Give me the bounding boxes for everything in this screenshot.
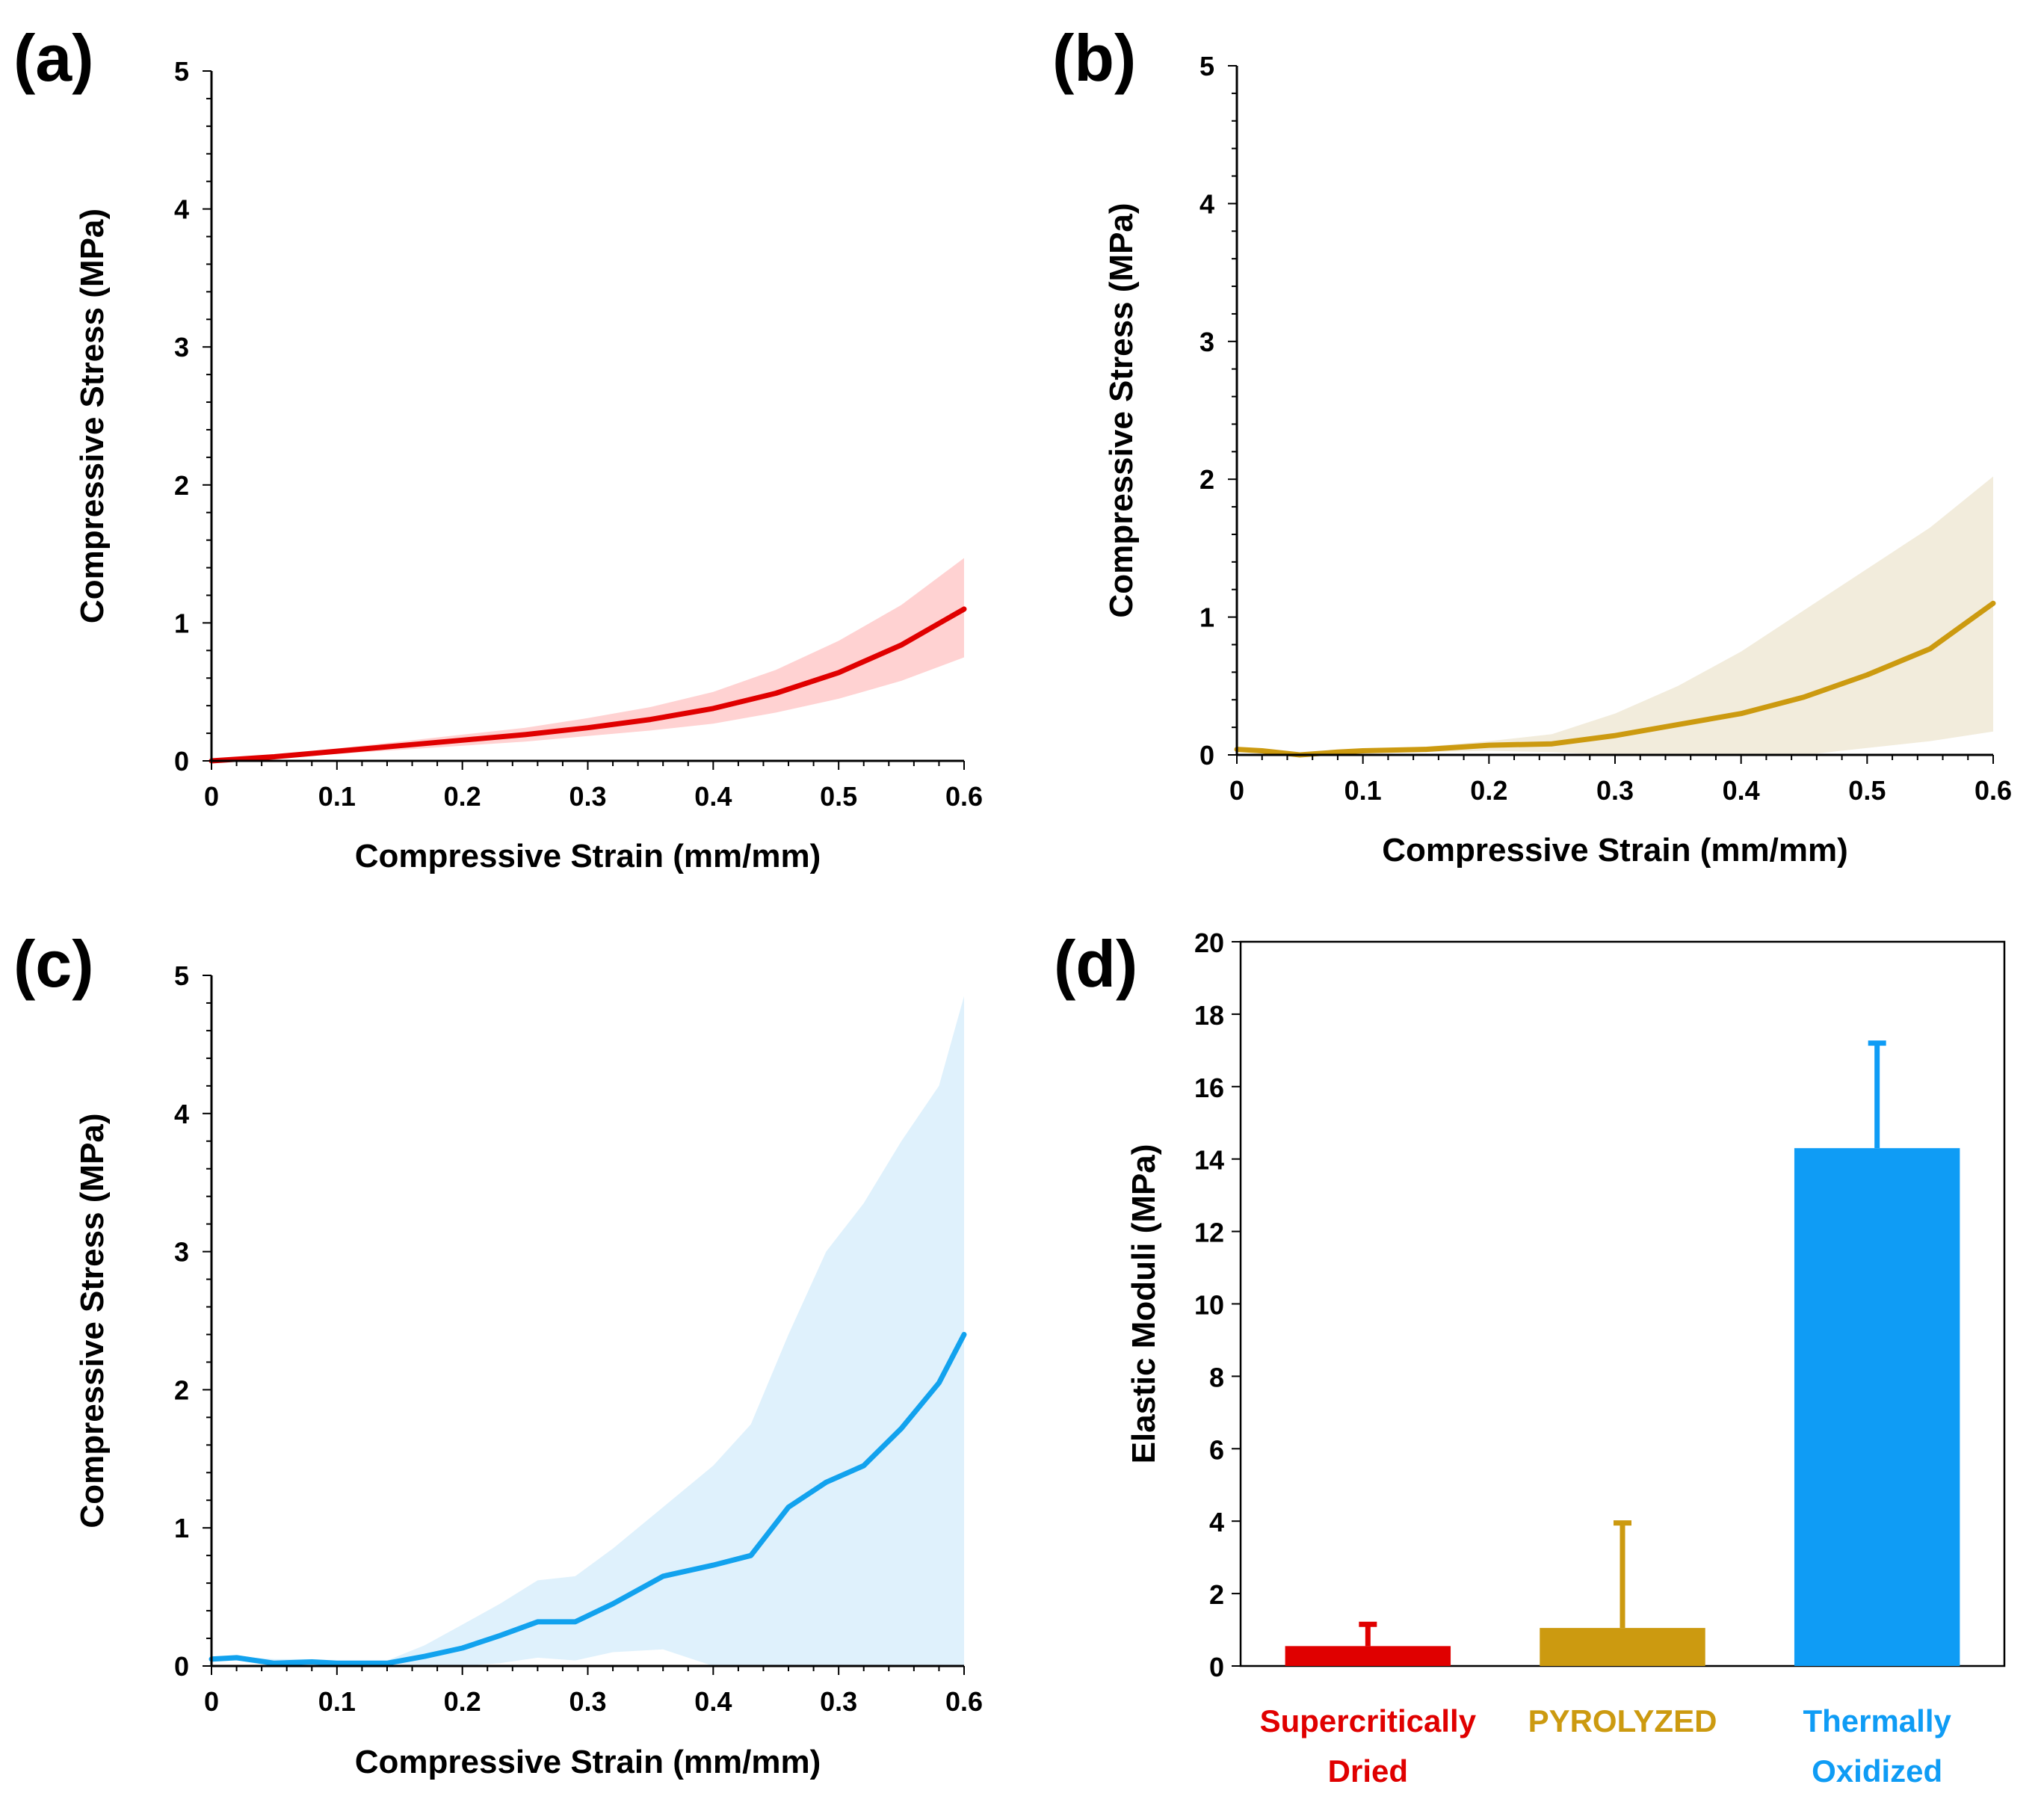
x-tick-label: 0.3: [820, 1686, 857, 1717]
y-tick-label: 3: [174, 1237, 189, 1268]
category-label: Dried: [1328, 1753, 1408, 1789]
x-tick-label: 0.2: [444, 1686, 481, 1717]
y-tick-label: 1: [174, 608, 189, 638]
y-tick-label: 2: [174, 470, 189, 501]
panel-letter: (d): [1054, 927, 1137, 1001]
y-tick-label: 16: [1194, 1073, 1224, 1103]
y-tick-label: 2: [174, 1374, 189, 1405]
y-axis-title: Compressive Stress (MPa): [1103, 203, 1140, 617]
y-axis-title: Compressive Stress (MPa): [74, 1113, 111, 1528]
x-tick-label: 0: [1229, 775, 1244, 806]
bar: [1540, 1628, 1705, 1666]
category-label: Thermally: [1803, 1703, 1951, 1738]
x-axis-title: Compressive Strain (mm/mm): [1382, 832, 1848, 868]
y-tick-label: 18: [1194, 1000, 1224, 1031]
std-band: [211, 558, 964, 761]
y-tick-label: 5: [174, 56, 189, 87]
y-tick-label: 3: [174, 332, 189, 362]
y-tick-label: 5: [174, 960, 189, 991]
y-tick-label: 1: [174, 1513, 189, 1543]
y-tick-label: 2: [1199, 464, 1214, 495]
x-tick-label: 0.3: [1596, 775, 1634, 806]
y-tick-label: 4: [174, 194, 189, 225]
y-axis-title: Elastic Moduli (MPa): [1126, 1144, 1162, 1464]
x-tick-label: 0.6: [1974, 775, 2012, 806]
chart-panel-2: (b) 0 1 2 3 4 5 0 0.1 0.2 0.3 0.4 0.5 0.6 Compressive …: [1052, 21, 2012, 868]
x-tick-label: 0.2: [444, 781, 481, 812]
x-tick-label: 0.4: [1723, 775, 1760, 806]
x-tick-label: 0.1: [318, 781, 356, 812]
bar: [1285, 1646, 1451, 1666]
bar: [1794, 1148, 1960, 1666]
mean-stress-line: [209, 606, 967, 764]
y-tick-label: 0: [1209, 1652, 1224, 1682]
std-band: [211, 996, 964, 1666]
x-axis-title: Compressive Strain (mm/mm): [355, 1744, 821, 1780]
x-tick-label: 0.3: [569, 1686, 606, 1717]
y-tick-label: 3: [1199, 327, 1214, 357]
x-tick-label: 0.6: [945, 781, 983, 812]
x-tick-label: 0.5: [1848, 775, 1886, 806]
y-tick-label: 5: [1199, 51, 1214, 81]
y-tick-label: 4: [1209, 1507, 1224, 1537]
x-axis-title: Compressive Strain (mm/mm): [355, 838, 821, 874]
category-label: Oxidized: [1812, 1753, 1942, 1789]
panel-letter: (b): [1052, 21, 1136, 95]
y-axis-title: Compressive Stress (MPa): [74, 209, 111, 623]
x-tick-label: 0.3: [569, 781, 606, 812]
x-tick-label: 0.4: [694, 781, 732, 812]
y-tick-label: 0: [174, 1651, 189, 1682]
x-tick-label: 0: [204, 781, 219, 812]
y-tick-label: 1: [1199, 602, 1214, 633]
x-tick-label: 0.1: [318, 1686, 356, 1717]
x-tick-label: 0.5: [820, 781, 857, 812]
chart-panel-3: (c) 0 1 2 3 4 5 0 0.1 0.2 0.3 0.4 0.3 0.6 Compressive …: [13, 927, 983, 1780]
y-tick-label: 10: [1194, 1290, 1224, 1321]
y-tick-label: 4: [174, 1099, 189, 1129]
x-tick-label: 0.1: [1344, 775, 1382, 806]
panel-letter: (a): [13, 21, 94, 95]
x-tick-label: 0: [204, 1686, 219, 1717]
chart-panel-1: (a) 0 1 2 3 4 5 0 0.1 0.2 0.3 0.4 0.5 0.6 Compressive …: [13, 21, 983, 874]
panel-letter: (c): [13, 927, 94, 1001]
category-label: PYROLYZED: [1528, 1703, 1717, 1738]
y-tick-label: 0: [1199, 740, 1214, 771]
y-tick-label: 2: [1209, 1579, 1224, 1610]
category-label: Supercritically: [1260, 1703, 1477, 1738]
std-band: [1237, 476, 1993, 755]
y-tick-label: 12: [1194, 1218, 1224, 1248]
x-tick-label: 0.2: [1470, 775, 1507, 806]
x-tick-label: 0.4: [694, 1686, 732, 1717]
x-tick-label: 0.6: [945, 1686, 983, 1717]
y-tick-label: 4: [1199, 188, 1214, 219]
y-tick-label: 14: [1194, 1145, 1224, 1176]
y-tick-label: 6: [1209, 1434, 1224, 1465]
y-tick-label: 0: [174, 746, 189, 777]
mean-stress-line: [209, 1332, 967, 1666]
chart-panel-4: (d) 0 2 4 6 8 10 12 14 16 18 20 Supercritically Dried…: [1054, 927, 2006, 1789]
y-tick-label: 8: [1209, 1362, 1224, 1392]
y-tick-label: 20: [1194, 928, 1224, 958]
